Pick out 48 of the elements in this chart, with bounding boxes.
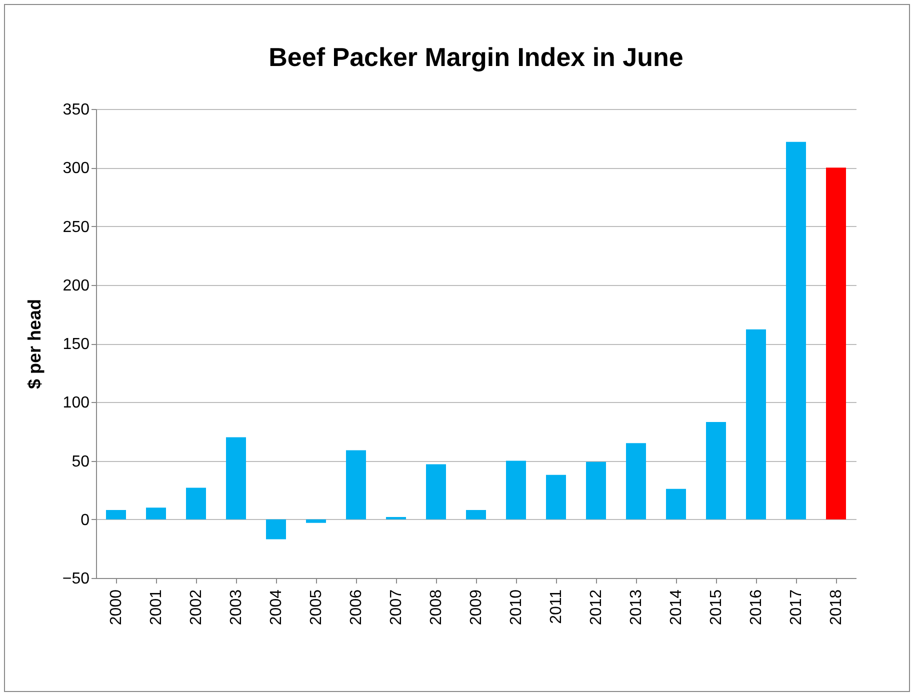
y-tick-label: 150 (62, 336, 90, 353)
x-tick-label: 2001 (148, 589, 165, 626)
bar (466, 510, 486, 520)
bar (546, 474, 566, 520)
x-tick-label: 2007 (388, 589, 405, 626)
x-tick-label: 2011 (548, 589, 565, 624)
y-axis-title: $ per head (24, 298, 44, 390)
y-tick-label: 0 (80, 512, 90, 529)
chart-title: Beef Packer Margin Index in June (268, 42, 684, 72)
x-tick-label: 2000 (108, 589, 125, 626)
bar (666, 488, 686, 520)
bar (786, 142, 806, 520)
bar (146, 508, 166, 520)
bar (586, 462, 606, 520)
x-tick-label: 2002 (188, 589, 205, 626)
x-tick-label: 2015 (708, 589, 725, 626)
y-tick-label: 200 (62, 277, 90, 294)
x-tick-label: 2010 (508, 589, 525, 626)
x-tick-label: 2005 (308, 589, 325, 626)
bar (426, 464, 446, 520)
bar (746, 329, 766, 520)
y-tick-label: 250 (62, 218, 90, 236)
y-tick-label: 350 (62, 102, 90, 118)
x-tick-label: 2009 (468, 589, 485, 626)
bar (346, 450, 366, 520)
x-tick-label: 2018 (828, 589, 845, 626)
bar (306, 519, 326, 523)
bar (226, 437, 246, 520)
x-tick-label: 2006 (348, 589, 365, 626)
bar (626, 443, 646, 520)
bar (186, 488, 206, 520)
bar (106, 510, 126, 520)
x-tick-label: 2012 (588, 589, 605, 626)
y-tick-label: 50 (72, 453, 90, 470)
y-tick-label: 300 (62, 160, 90, 178)
x-tick-label: 2003 (228, 589, 245, 626)
y-tick-label: 100 (62, 394, 90, 412)
x-tick-label: 2004 (268, 589, 285, 626)
x-tick-label: 2014 (668, 589, 685, 626)
y-tick-label: −50 (62, 570, 90, 588)
x-tick-label: 2008 (428, 589, 445, 626)
bar (706, 422, 726, 520)
bar (826, 168, 846, 520)
x-tick-label: 2017 (788, 589, 805, 626)
bar (506, 460, 526, 520)
bar (266, 519, 286, 540)
x-tick-label: 2016 (748, 589, 765, 626)
x-tick-label: 2013 (628, 589, 645, 626)
